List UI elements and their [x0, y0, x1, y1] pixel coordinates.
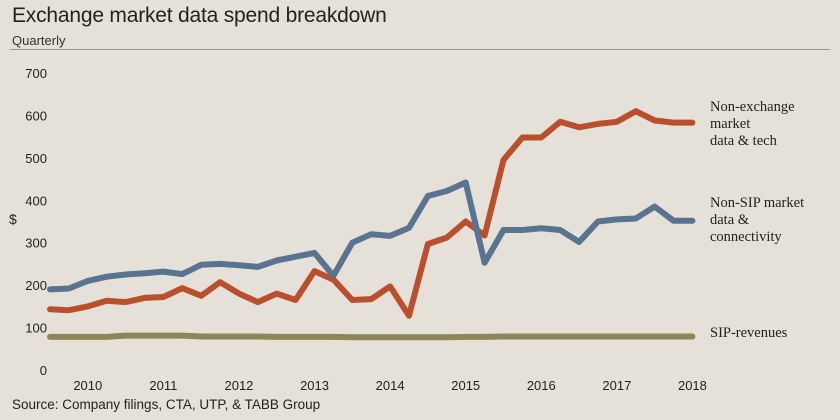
x-axis: 2010 2011 2012 2013 2014 2015 2016 2017 2018 [73, 378, 707, 393]
y-tick-label: 500 [25, 151, 47, 166]
chart-subtitle: Quarterly [12, 33, 66, 48]
x-tick-label: 2013 [300, 378, 329, 393]
y-tick-label: 100 [25, 321, 47, 336]
chart-title: Exchange market data spend breakdown [12, 4, 387, 27]
x-tick-label: 2018 [678, 378, 707, 393]
x-tick-label: 2016 [527, 378, 556, 393]
x-tick-label: 2012 [224, 378, 253, 393]
y-axis: 0 100 200 300 400 500 600 700 $ [9, 66, 47, 378]
x-tick-label: 2010 [73, 378, 102, 393]
series-lines [47, 108, 696, 341]
series-line [47, 332, 696, 341]
title-divider [10, 49, 830, 50]
series-labels: Non-exchange market data & tech Non-SIP mar… [710, 99, 804, 341]
y-axis-label: $ [9, 211, 17, 227]
x-tick-label: 2014 [376, 378, 405, 393]
y-tick-label: 600 [25, 108, 47, 123]
x-tick-label: 2011 [149, 378, 177, 393]
series-line [47, 179, 696, 293]
y-tick-label: 700 [25, 66, 47, 81]
source-note: Source: Company filings, CTA, UTP, & TAB… [12, 397, 321, 412]
y-tick-label: 400 [25, 193, 47, 208]
y-tick-label: 300 [25, 236, 47, 251]
y-tick-label: 0 [40, 363, 47, 378]
series-label: Non-exchange market data & tech [710, 99, 795, 149]
series-label: SIP-revenues [710, 325, 788, 341]
x-tick-label: 2015 [451, 378, 480, 393]
series-line [47, 108, 696, 319]
y-tick-label: 200 [25, 278, 47, 293]
series-label: Non-SIP market data & connectivity [710, 195, 804, 245]
x-tick-label: 2017 [602, 378, 631, 393]
